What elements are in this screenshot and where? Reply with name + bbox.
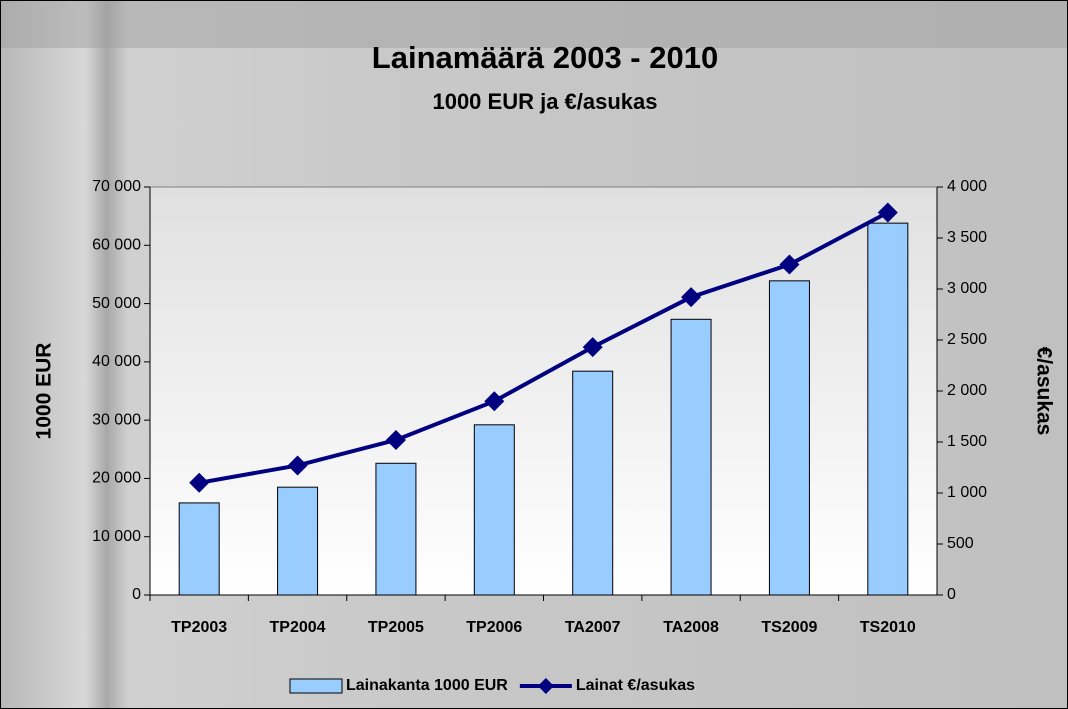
- bar: [178, 502, 220, 596]
- line-marker: [582, 337, 603, 358]
- y-tick-label: 70 000: [92, 178, 141, 195]
- bar: [375, 462, 417, 596]
- y-axis-label: 1000 EUR: [33, 343, 56, 440]
- line-marker: [385, 429, 406, 450]
- x-tick-label: TP2005: [368, 619, 424, 636]
- bar: [572, 370, 614, 596]
- y2-tick-label: 1 500: [947, 433, 987, 450]
- y2-tick-label: 2 500: [947, 331, 987, 348]
- y-tick-label: 40 000: [92, 353, 141, 370]
- line-marker: [877, 202, 898, 223]
- legend-marker: [537, 678, 554, 694]
- y-tick-label: 0: [132, 586, 141, 603]
- background-band: [0, 0, 1068, 48]
- x-tick-label: TP2006: [466, 619, 522, 636]
- legend-label: Lainat €/asukas: [576, 677, 695, 694]
- y2-tick-label: 3 500: [947, 229, 987, 246]
- y2-tick-label: 4 000: [947, 178, 987, 195]
- y-tick-label: 30 000: [92, 411, 141, 428]
- x-tick-label: TA2008: [663, 619, 719, 636]
- x-tick-label: TS2009: [761, 619, 817, 636]
- line: [198, 210, 889, 485]
- bar: [670, 318, 712, 596]
- x-tick-label: TP2003: [171, 619, 227, 636]
- bar: [768, 280, 810, 596]
- x-tick-label: TS2010: [860, 619, 916, 636]
- legend-label: Lainakanta 1000 EUR: [346, 677, 508, 694]
- chart-subtitle: 1000 EUR ja €/asukas: [432, 89, 657, 114]
- y-tick-label: 50 000: [92, 295, 141, 312]
- bar: [867, 222, 909, 596]
- y2-axis-label: €/asukas: [1032, 347, 1055, 436]
- line-marker: [779, 254, 800, 275]
- legend-swatch: [289, 678, 343, 694]
- y2-tick-label: 3 000: [947, 280, 987, 297]
- y2-tick-label: 2 000: [947, 382, 987, 399]
- line-marker: [189, 472, 210, 493]
- y-tick-label: 10 000: [92, 528, 141, 545]
- y2-tick-label: 0: [947, 586, 956, 603]
- line-marker: [681, 287, 702, 308]
- line-marker: [287, 455, 308, 476]
- chart-title: Lainamäärä 2003 - 2010: [372, 40, 718, 75]
- y2-tick-label: 500: [947, 535, 974, 552]
- bar: [277, 486, 319, 596]
- y-tick-label: 60 000: [92, 237, 141, 254]
- x-tick-label: TP2004: [270, 619, 326, 636]
- y2-tick-label: 1 000: [947, 484, 987, 501]
- x-tick-label: TA2007: [565, 619, 621, 636]
- line-marker: [484, 391, 505, 412]
- y-tick-label: 20 000: [92, 470, 141, 487]
- bar: [473, 424, 515, 596]
